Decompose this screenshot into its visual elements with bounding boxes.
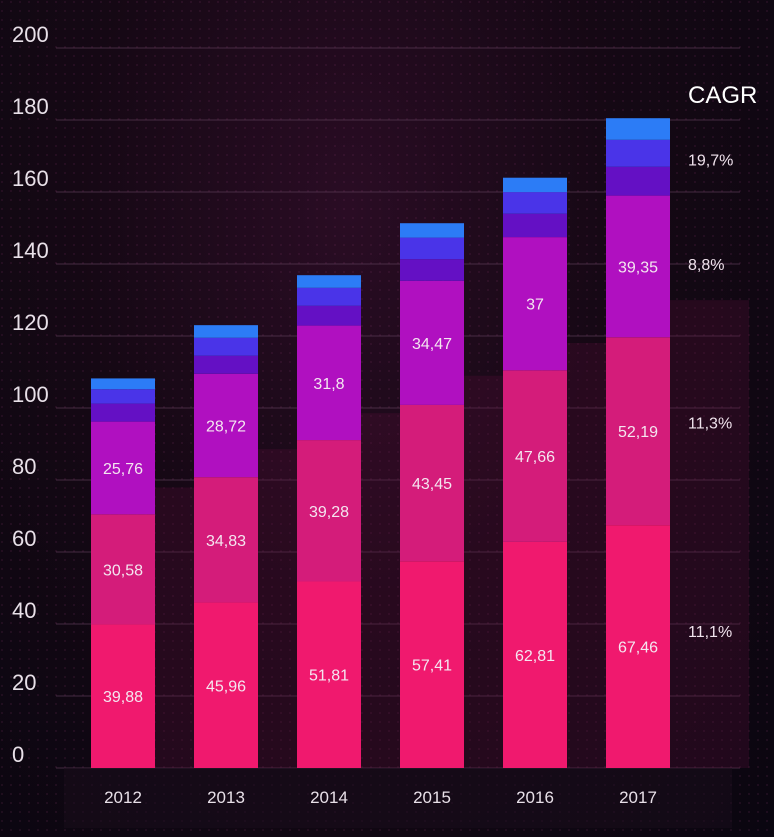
data-label: 30,58 <box>103 562 143 579</box>
bar-segment <box>194 355 258 374</box>
cagr-value: 11,1% <box>688 624 732 641</box>
bar-segment <box>503 213 567 238</box>
y-tick-label: 80 <box>12 454 36 479</box>
x-axis: 2012 2013 2014 2015 2016 2017 <box>104 788 657 807</box>
cagr-value: 11,3% <box>688 415 732 432</box>
bar-segment <box>606 118 670 140</box>
data-label: 52,19 <box>618 424 658 441</box>
x-tick-label: 2012 <box>104 788 142 807</box>
bar-segment <box>194 477 258 603</box>
x-tick-label: 2014 <box>310 788 348 807</box>
x-tick-label: 2017 <box>619 788 657 807</box>
bar-segment <box>606 337 670 526</box>
bar-segment <box>606 525 670 768</box>
bar-segment <box>503 237 567 371</box>
y-tick-label: 60 <box>12 526 36 551</box>
data-label: 25,76 <box>103 461 143 478</box>
data-label: 37 <box>526 297 544 314</box>
bar-segment <box>194 373 258 478</box>
bar-segment <box>400 223 464 238</box>
y-tick-label: 20 <box>12 670 36 695</box>
bar-segment <box>297 325 361 441</box>
x-axis-band <box>64 768 732 828</box>
bar-segment <box>400 404 464 562</box>
bar-segment <box>400 561 464 768</box>
data-label: 34,83 <box>206 533 246 550</box>
bar-segment <box>400 237 464 260</box>
bar-segment <box>194 337 258 356</box>
cagr-value: 19,7% <box>688 153 733 170</box>
bar-segment <box>503 370 567 542</box>
bar-shadow <box>670 300 749 768</box>
cagr-title: CAGR <box>688 82 757 109</box>
cagr-column: CAGR 19,7% 8,8% 11,3% 11,1% <box>688 82 757 641</box>
x-tick-label: 2013 <box>207 788 245 807</box>
gridlines <box>56 47 740 828</box>
y-tick-label: 140 <box>12 238 49 263</box>
data-label: 62,81 <box>515 648 555 665</box>
data-label: 34,47 <box>412 336 452 353</box>
y-tick-label: 200 <box>12 22 49 47</box>
data-label: 45,96 <box>206 678 246 695</box>
bars <box>91 118 670 768</box>
bar-segment <box>194 602 258 768</box>
data-label: 28,72 <box>206 418 246 435</box>
bar-value-labels: 39,88 30,58 25,76 45,96 34,83 28,72 51,81 39,28… <box>103 259 658 706</box>
y-tick-label: 100 <box>12 382 49 407</box>
bar-segment <box>297 305 361 326</box>
y-tick-label: 160 <box>12 166 49 191</box>
bar-segment <box>297 287 361 306</box>
y-tick-label: 120 <box>12 310 49 335</box>
bar-segment <box>503 177 567 193</box>
bar-segment <box>91 514 155 625</box>
bar-segment <box>400 280 464 405</box>
x-tick-label: 2016 <box>516 788 554 807</box>
y-tick-label: 180 <box>12 94 49 119</box>
data-label: 67,46 <box>618 640 658 657</box>
y-tick-label: 0 <box>12 742 24 767</box>
bar-segment <box>91 378 155 390</box>
cagr-value: 8,8% <box>688 257 724 274</box>
bar-segment <box>400 259 464 281</box>
data-label: 51,81 <box>309 668 349 685</box>
data-label: 57,41 <box>412 658 452 675</box>
data-label: 47,66 <box>515 449 555 466</box>
bar-segment <box>503 192 567 214</box>
bar-segment <box>194 325 258 338</box>
data-label: 31,8 <box>313 376 344 393</box>
data-label: 39,28 <box>309 504 349 521</box>
bar-segment <box>91 624 155 768</box>
bar-segment <box>606 139 670 167</box>
bar-segment <box>297 581 361 768</box>
bar-segment <box>297 440 361 582</box>
bar-segment <box>91 389 155 404</box>
bar-segment <box>606 195 670 338</box>
data-label: 43,45 <box>412 476 452 493</box>
bar-segment <box>297 275 361 288</box>
data-label: 39,88 <box>103 689 143 706</box>
bar-segment <box>606 166 670 196</box>
bar-segment <box>503 541 567 768</box>
y-axis: 0 20 40 60 80 100 120 140 160 180 200 <box>12 22 49 767</box>
data-label: 39,35 <box>618 259 658 276</box>
bar-segment <box>91 403 155 422</box>
y-tick-label: 40 <box>12 598 36 623</box>
x-tick-label: 2015 <box>413 788 451 807</box>
bar-segment <box>91 421 155 515</box>
